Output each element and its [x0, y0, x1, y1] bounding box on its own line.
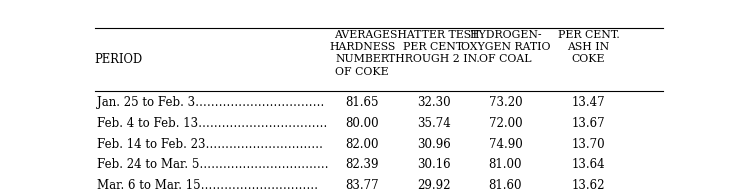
- Text: SHATTER TEST
PER CENT.
THROUGH 2 IN.: SHATTER TEST PER CENT. THROUGH 2 IN.: [388, 30, 480, 64]
- Text: Feb. 14 to Feb. 23…………………………: Feb. 14 to Feb. 23…………………………: [97, 138, 323, 151]
- Text: 30.16: 30.16: [417, 158, 451, 172]
- Text: 83.77: 83.77: [346, 179, 379, 192]
- Text: 29.92: 29.92: [417, 179, 451, 192]
- Text: 13.62: 13.62: [572, 179, 605, 192]
- Text: 80.00: 80.00: [346, 117, 379, 130]
- Text: 82.39: 82.39: [346, 158, 379, 172]
- Text: Feb. 24 to Mar. 5……………………………: Feb. 24 to Mar. 5……………………………: [97, 158, 329, 172]
- Text: Jan. 25 to Feb. 3……………………………: Jan. 25 to Feb. 3……………………………: [97, 96, 324, 109]
- Text: Mar. 6 to Mar. 15…………………………: Mar. 6 to Mar. 15…………………………: [97, 179, 318, 192]
- Text: 13.47: 13.47: [572, 96, 605, 109]
- Text: 32.30: 32.30: [417, 96, 451, 109]
- Text: 81.00: 81.00: [488, 158, 522, 172]
- Text: 72.00: 72.00: [488, 117, 522, 130]
- Text: PERIOD: PERIOD: [94, 53, 142, 66]
- Text: 13.70: 13.70: [572, 138, 605, 151]
- Text: AVERAGE
HARDNESS
NUMBER
OF COKE: AVERAGE HARDNESS NUMBER OF COKE: [329, 30, 395, 77]
- Text: 74.90: 74.90: [488, 138, 522, 151]
- Text: 73.20: 73.20: [488, 96, 522, 109]
- Text: PER CENT.
ASH IN
COKE: PER CENT. ASH IN COKE: [558, 30, 619, 64]
- Text: 82.00: 82.00: [346, 138, 379, 151]
- Text: Feb. 4 to Feb. 13……………………………: Feb. 4 to Feb. 13……………………………: [97, 117, 328, 130]
- Text: 13.64: 13.64: [572, 158, 605, 172]
- Text: 35.74: 35.74: [417, 117, 451, 130]
- Text: 30.96: 30.96: [417, 138, 451, 151]
- Text: 81.60: 81.60: [488, 179, 522, 192]
- Text: 81.65: 81.65: [346, 96, 379, 109]
- Text: 13.67: 13.67: [572, 117, 605, 130]
- Text: HYDROGEN-
OXYGEN RATIO
OF COAL: HYDROGEN- OXYGEN RATIO OF COAL: [461, 30, 550, 64]
